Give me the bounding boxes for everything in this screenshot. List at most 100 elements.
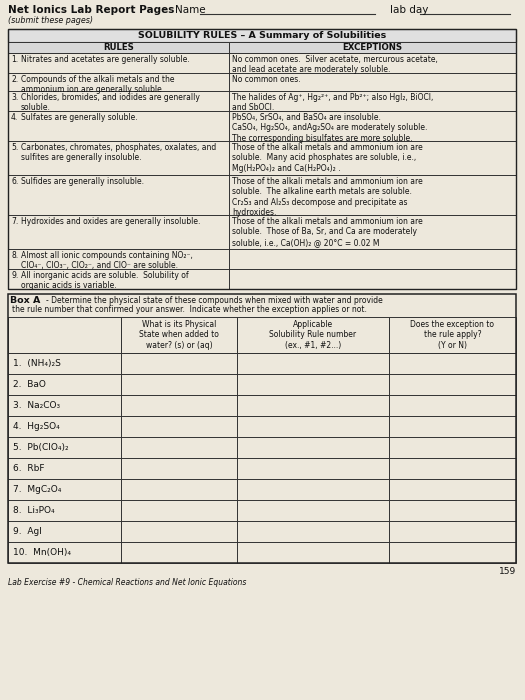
Text: (submit these pages): (submit these pages) xyxy=(8,16,93,25)
Bar xyxy=(389,317,516,353)
Text: 9.: 9. xyxy=(11,271,18,280)
Text: Those of the alkali metals and ammonium ion are
soluble.  Many acid phosphates a: Those of the alkali metals and ammonium … xyxy=(232,143,423,173)
Bar xyxy=(121,521,237,542)
Bar xyxy=(8,479,121,500)
Text: Name: Name xyxy=(175,5,206,15)
Bar xyxy=(389,479,516,500)
Bar xyxy=(8,294,516,563)
Text: - Determine the physical state of these compounds when mixed with water and prov: - Determine the physical state of these … xyxy=(46,296,383,305)
Bar xyxy=(121,458,237,479)
Bar xyxy=(237,479,389,500)
Text: 9.  AgI: 9. AgI xyxy=(13,527,42,536)
Text: 4.  Hg₂SO₄: 4. Hg₂SO₄ xyxy=(13,422,60,431)
Bar xyxy=(8,175,229,215)
Bar xyxy=(229,91,516,111)
Bar xyxy=(121,479,237,500)
Text: The halides of Ag⁺, Hg₂²⁺, and Pb²⁺; also HgI₂, BiOCl,
and SbOCl.: The halides of Ag⁺, Hg₂²⁺, and Pb²⁺; als… xyxy=(232,93,433,113)
Bar xyxy=(237,374,389,395)
Bar xyxy=(8,29,516,42)
Bar xyxy=(121,374,237,395)
Bar xyxy=(237,395,389,416)
Text: Applicable
Solubility Rule number
(ex., #1, #2...): Applicable Solubility Rule number (ex., … xyxy=(269,320,356,350)
Text: the rule number that confirmed your answer.  Indicate whether the exception appl: the rule number that confirmed your answ… xyxy=(12,305,367,314)
Bar xyxy=(237,542,389,563)
Bar xyxy=(389,458,516,479)
Text: Compounds of the alkali metals and the
ammonium ion are generally soluble: Compounds of the alkali metals and the a… xyxy=(21,75,174,94)
Text: 2.  BaO: 2. BaO xyxy=(13,380,46,389)
Text: Nitrates and acetates are generally soluble.: Nitrates and acetates are generally solu… xyxy=(21,55,190,64)
Bar xyxy=(121,500,237,521)
Text: No common ones.: No common ones. xyxy=(232,75,301,84)
Bar xyxy=(237,353,389,374)
Text: 5.: 5. xyxy=(11,143,18,152)
Bar xyxy=(8,521,121,542)
Text: 159: 159 xyxy=(499,567,516,576)
Bar xyxy=(8,542,121,563)
Bar xyxy=(121,437,237,458)
Bar xyxy=(8,317,121,353)
Text: 7.  MgC₂O₄: 7. MgC₂O₄ xyxy=(13,485,61,494)
Bar xyxy=(8,73,229,91)
Bar xyxy=(8,141,229,175)
Bar xyxy=(8,416,121,437)
Bar xyxy=(229,73,516,91)
Bar xyxy=(229,111,516,141)
Bar xyxy=(229,215,516,249)
Bar xyxy=(389,374,516,395)
Text: 1.  (NH₄)₂S: 1. (NH₄)₂S xyxy=(13,359,61,368)
Text: 5.  Pb(ClO₄)₂: 5. Pb(ClO₄)₂ xyxy=(13,443,69,452)
Bar xyxy=(237,416,389,437)
Bar xyxy=(237,317,389,353)
Text: Net Ionics Lab Report Pages: Net Ionics Lab Report Pages xyxy=(8,5,174,15)
Text: Almost all ionic compounds containing NO₂⁻,
ClO₄⁻, ClO₃⁻, ClO₂⁻, and ClO⁻ are so: Almost all ionic compounds containing NO… xyxy=(21,251,193,270)
Text: PbSO₄, SrSO₄, and BaSO₄ are insoluble.
CaSO₄, Hg₂SO₄, andAg₂SO₄ are moderately s: PbSO₄, SrSO₄, and BaSO₄ are insoluble. C… xyxy=(232,113,427,143)
Bar xyxy=(389,521,516,542)
Text: 6.: 6. xyxy=(11,177,18,186)
Bar xyxy=(229,269,516,289)
Text: Hydroxides and oxides are generally insoluble.: Hydroxides and oxides are generally inso… xyxy=(21,217,201,226)
Text: No common ones.  Silver acetate, mercurous acetate,
and lead acetate are moderat: No common ones. Silver acetate, mercurou… xyxy=(232,55,438,74)
Text: 7.: 7. xyxy=(11,217,18,226)
Bar xyxy=(8,353,121,374)
Bar xyxy=(389,500,516,521)
Bar xyxy=(121,416,237,437)
Text: Chlorides, bromides, and iodides are generally
soluble.: Chlorides, bromides, and iodides are gen… xyxy=(21,93,200,113)
Bar xyxy=(389,416,516,437)
Bar xyxy=(121,395,237,416)
Bar xyxy=(237,458,389,479)
Text: 8.  Li₃PO₄: 8. Li₃PO₄ xyxy=(13,506,55,515)
Text: Does the exception to
the rule apply?
(Y or N): Does the exception to the rule apply? (Y… xyxy=(411,320,495,350)
Text: Sulfides are generally insoluble.: Sulfides are generally insoluble. xyxy=(21,177,144,186)
Text: lab day: lab day xyxy=(390,5,428,15)
Text: Those of the alkali metals and ammonium ion are
soluble.  Those of Ba, Sr, and C: Those of the alkali metals and ammonium … xyxy=(232,217,423,247)
Text: RULES: RULES xyxy=(103,43,134,52)
Bar xyxy=(389,437,516,458)
Text: Lab Exercise #9 - Chemical Reactions and Net Ionic Equations: Lab Exercise #9 - Chemical Reactions and… xyxy=(8,578,246,587)
Bar xyxy=(8,374,121,395)
Text: EXCEPTIONS: EXCEPTIONS xyxy=(342,43,403,52)
Bar xyxy=(8,249,229,269)
Text: 4.: 4. xyxy=(11,113,18,122)
Text: 8.: 8. xyxy=(11,251,18,260)
Text: Those of the alkali metals and ammonium ion are
soluble.  The alkaline earth met: Those of the alkali metals and ammonium … xyxy=(232,177,423,217)
Bar xyxy=(229,249,516,269)
Text: 10.  Mn(OH)₄: 10. Mn(OH)₄ xyxy=(13,548,71,557)
Bar xyxy=(8,500,121,521)
Bar xyxy=(229,53,516,73)
Bar xyxy=(8,53,229,73)
Text: 3.: 3. xyxy=(11,93,18,102)
Bar xyxy=(121,542,237,563)
Text: SOLUBILITY RULES – A Summary of Solubilities: SOLUBILITY RULES – A Summary of Solubili… xyxy=(138,31,386,40)
Text: Carbonates, chromates, phosphates, oxalates, and
sulfites are generally insolubl: Carbonates, chromates, phosphates, oxala… xyxy=(21,143,216,162)
Text: What is its Physical
State when added to
water? (s) or (aq): What is its Physical State when added to… xyxy=(139,320,219,350)
Bar xyxy=(237,437,389,458)
Bar xyxy=(237,500,389,521)
Bar xyxy=(389,353,516,374)
Bar xyxy=(8,215,229,249)
Bar xyxy=(229,42,516,53)
Text: Box A: Box A xyxy=(10,296,40,305)
Text: All inorganic acids are soluble.  Solubility of
organic acids is variable.: All inorganic acids are soluble. Solubil… xyxy=(21,271,188,290)
Bar xyxy=(389,395,516,416)
Bar xyxy=(8,91,229,111)
Bar xyxy=(121,353,237,374)
